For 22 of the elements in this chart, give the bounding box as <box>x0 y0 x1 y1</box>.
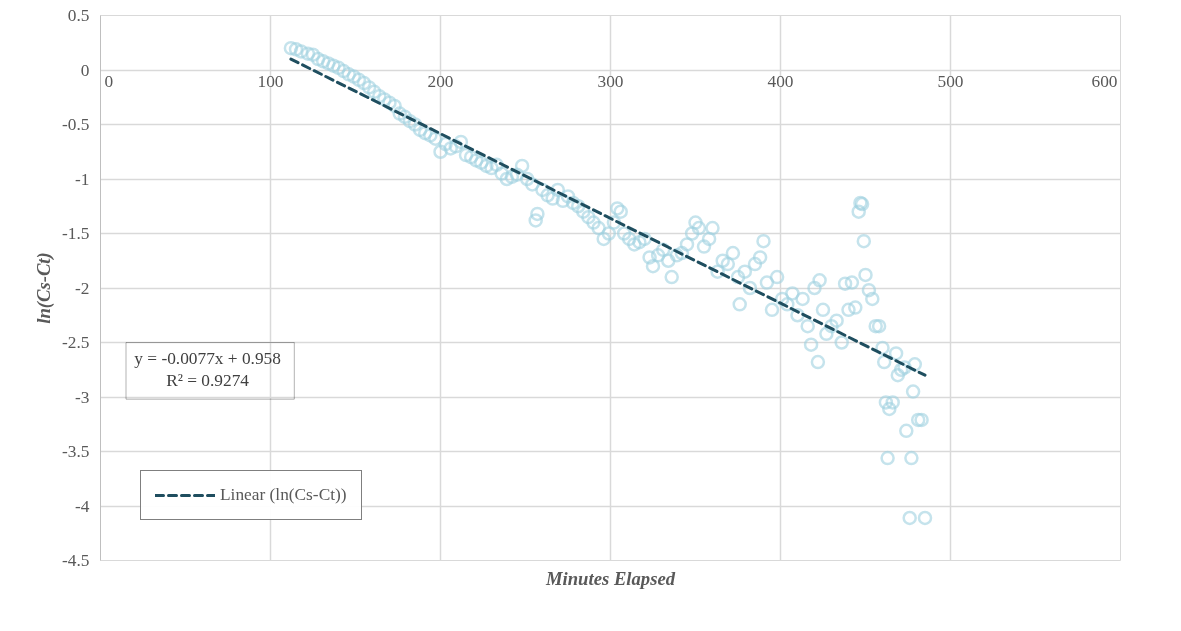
x-axis-title: Minutes Elapsed <box>544 567 676 589</box>
x-tick-label: 100 <box>257 72 284 91</box>
y-tick-label: -0.5 <box>62 115 90 134</box>
y-axis-title: ln(Cs-Ct) <box>33 252 56 324</box>
y-tick-label: -2 <box>75 278 90 298</box>
y-tick-label: -1 <box>75 169 90 189</box>
y-tick-label: -4.5 <box>62 551 90 570</box>
x-tick-label: 200 <box>427 72 454 91</box>
x-tick-label: 500 <box>937 72 964 91</box>
legend-label: Linear (ln(Cs-Ct)) <box>220 485 347 505</box>
y-tick-label: -2.5 <box>62 333 90 352</box>
y-tick-label: -1.5 <box>62 224 90 243</box>
y-tick-label: 0.5 <box>67 6 90 25</box>
annotation: R² = 0.9274 <box>166 370 250 390</box>
x-tick-label: 300 <box>597 72 624 91</box>
x-tick-label: 0 <box>104 72 114 91</box>
annotation: y = -0.0077x + 0.958 <box>134 349 281 369</box>
y-tick-label: -3.5 <box>62 442 90 461</box>
y-tick-label: -4 <box>75 496 90 516</box>
x-tick-label: 600 <box>1091 72 1118 91</box>
y-tick-label: -3 <box>75 387 90 407</box>
x-tick-label: 400 <box>767 72 794 91</box>
